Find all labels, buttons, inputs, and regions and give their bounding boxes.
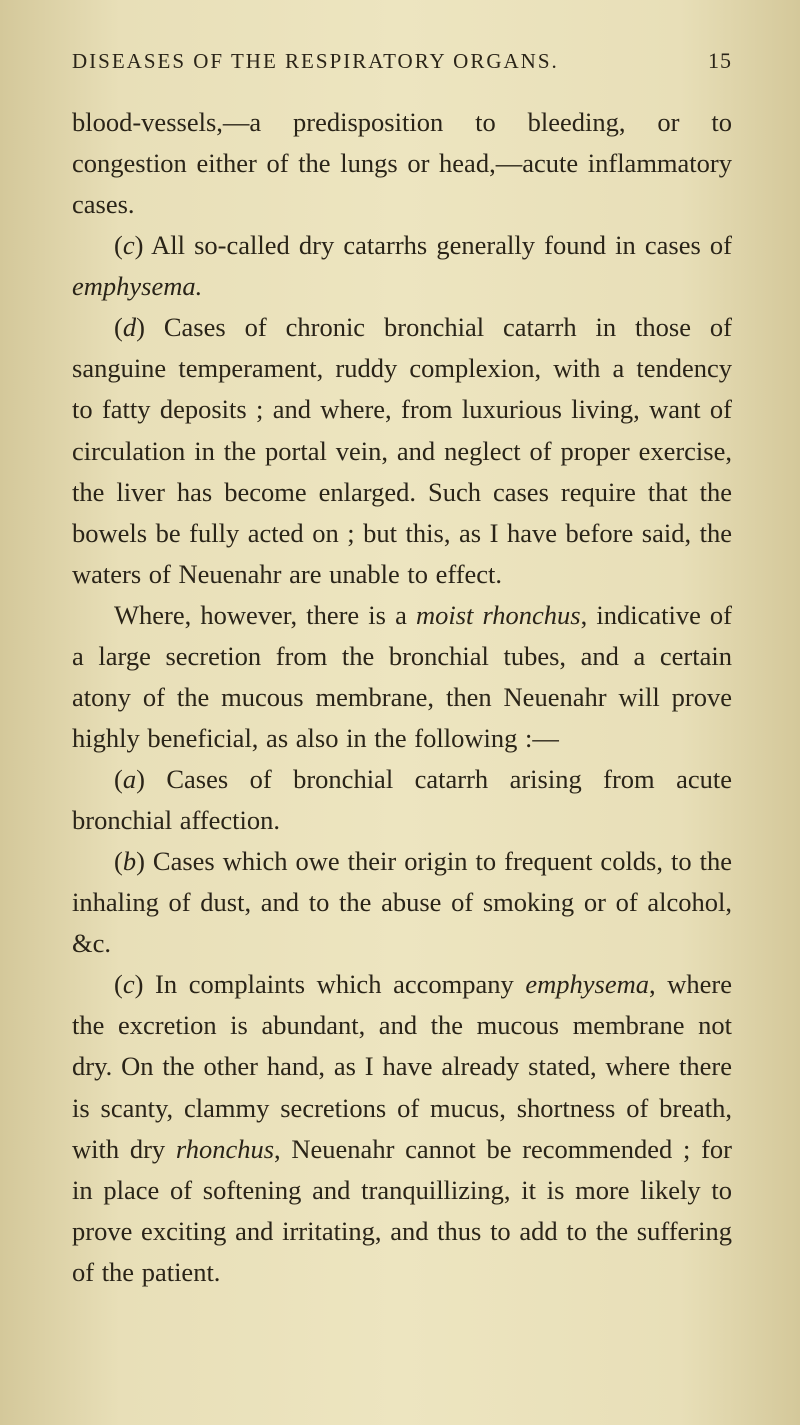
p2-letter: c <box>123 230 135 260</box>
paragraph-7: (c) In complaints which accompany emphys… <box>72 964 732 1293</box>
paragraph-6: (b) Cases which owe their origin to freq… <box>72 841 732 964</box>
p2-paren-open: ( <box>114 230 123 260</box>
paragraph-1: blood-vessels,—a predisposition to bleed… <box>72 102 732 225</box>
p6-paren-open: ( <box>114 846 123 876</box>
p7-italic-2: rhonchus <box>176 1134 274 1164</box>
p2-text-1: ) All so-called dry catarrhs generally f… <box>135 230 732 260</box>
paragraph-2: (c) All so-called dry catarrhs generally… <box>72 225 732 307</box>
p2-italic-1: emphysema. <box>72 271 202 301</box>
p5-paren-open: ( <box>114 764 123 794</box>
p4-text-1: Where, however, there is a <box>114 600 416 630</box>
paragraph-5: (a) Cases of bronchial catarrh arising f… <box>72 759 732 841</box>
p1-text: blood-vessels,—a predisposition to bleed… <box>72 107 732 219</box>
p7-letter: c <box>123 969 135 999</box>
p7-italic-1: emphysema <box>525 969 649 999</box>
paragraph-3: (d) Cases of chronic bronchial catarrh i… <box>72 307 732 594</box>
paragraph-4: Where, however, there is a moist rhonchu… <box>72 595 732 759</box>
p6-letter: b <box>123 846 136 876</box>
p7-paren-open: ( <box>114 969 123 999</box>
body-text: blood-vessels,—a predisposition to bleed… <box>72 102 732 1293</box>
p7-text-1: ) In complaints which accompany <box>135 969 526 999</box>
header-title: DISEASES OF THE RESPIRATORY ORGANS. <box>72 49 559 74</box>
page-number: 15 <box>708 48 732 74</box>
p4-italic-1: moist rhonchus <box>416 600 581 630</box>
p3-text-1: ) Cases of chronic bronchial catarrh in … <box>72 312 732 588</box>
page-header: DISEASES OF THE RESPIRATORY ORGANS. 15 <box>72 48 732 74</box>
p3-letter: d <box>123 312 136 342</box>
p5-letter: a <box>123 764 136 794</box>
p5-text-1: ) Cases of bronchial catarrh arising fro… <box>72 764 732 835</box>
p6-text-1: ) Cases which owe their origin to freque… <box>72 846 732 958</box>
p3-paren-open: ( <box>114 312 123 342</box>
